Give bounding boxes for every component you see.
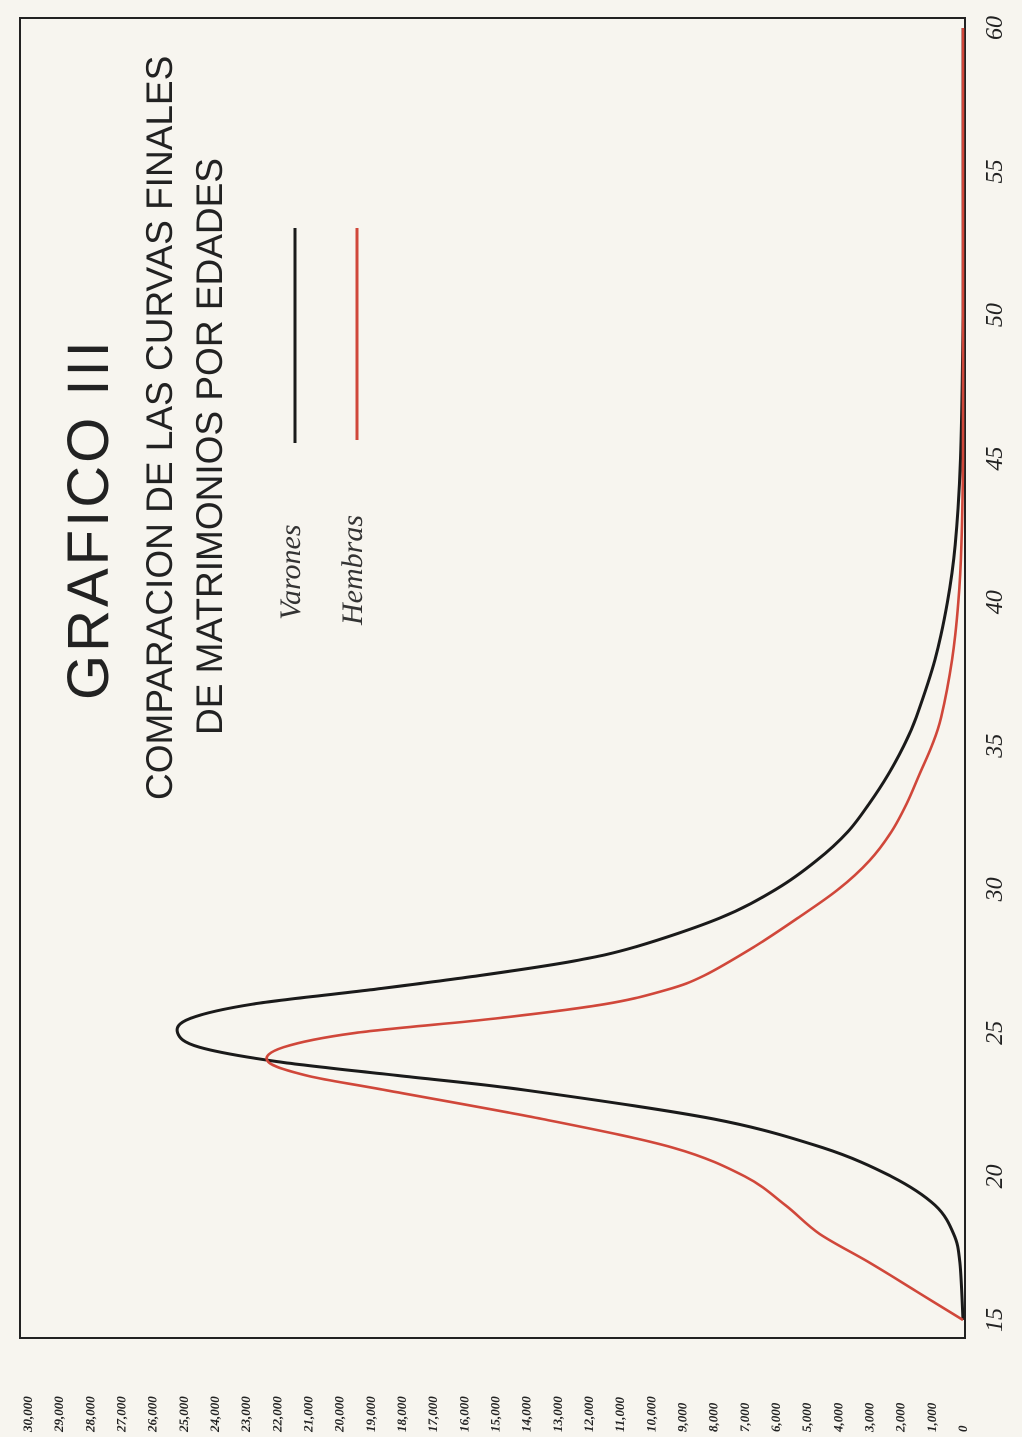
y-tick-label: 2,000	[893, 1402, 908, 1433]
y-tick-label: 16,000	[456, 1396, 471, 1432]
y-tick-label: 13,000	[550, 1396, 565, 1432]
title-block: GRAFICO III	[56, 338, 121, 700]
y-axis-ticks: 0 1,000 2,000 3,000 4,000 5,000 6,000 7,000 8,00…	[20, 1396, 970, 1433]
y-tick-label: 26,000	[145, 1396, 160, 1433]
y-tick-label: 29,000	[51, 1396, 66, 1433]
y-tick-label: 18,000	[394, 1396, 409, 1432]
y-tick-label: 14,000	[519, 1396, 534, 1432]
y-tick-label: 25,000	[176, 1396, 191, 1433]
y-tick-label: 5,000	[799, 1402, 814, 1432]
subtitle-block: COMPARACION DE LAS CURVAS FINALES DE MAT…	[139, 56, 230, 800]
chart-subtitle-line1: COMPARACION DE LAS CURVAS FINALES	[139, 56, 180, 800]
legend-label-varones: Varones	[274, 524, 307, 620]
y-tick-label: 15,000	[488, 1396, 503, 1432]
y-tick-label: 20,000	[332, 1396, 347, 1433]
y-tick-label: 10,000	[643, 1396, 658, 1432]
y-tick-label: 11,000	[612, 1396, 627, 1432]
x-tick-label: 35	[982, 734, 1008, 759]
x-tick-label: 45	[982, 447, 1008, 471]
legend-label-hembras: Hembras	[336, 515, 369, 626]
y-tick-label: 17,000	[425, 1396, 440, 1432]
legend: Varones Hembras	[274, 228, 369, 626]
y-tick-label: 7,000	[737, 1402, 752, 1432]
y-tick-label: 21,000	[301, 1396, 316, 1433]
x-tick-label: 60	[982, 16, 1008, 40]
plot-frame	[19, 17, 966, 1339]
y-tick-label: 0	[955, 1425, 970, 1432]
x-tick-label: 25	[982, 1021, 1008, 1045]
y-tick-label: 23,000	[238, 1396, 253, 1433]
y-tick-label: 6,000	[768, 1402, 783, 1432]
x-tick-label: 55	[982, 160, 1008, 184]
y-tick-label: 12,000	[581, 1396, 596, 1432]
y-tick-label: 22,000	[269, 1396, 284, 1433]
series-line-varones	[175, 28, 965, 1321]
y-tick-label: 19,000	[363, 1396, 378, 1432]
y-tick-label: 8,000	[706, 1402, 721, 1432]
chart-title: GRAFICO III	[56, 338, 121, 700]
y-tick-label: 28,000	[82, 1396, 97, 1433]
series-line-hembras	[265, 28, 965, 1322]
y-tick-label: 27,000	[114, 1396, 129, 1433]
x-tick-label: 20	[982, 1164, 1008, 1188]
y-tick-label: 9,000	[675, 1402, 690, 1432]
x-axis-ticks: 15 20 25 30 35 40 45 50 55 60	[982, 16, 1008, 1332]
x-tick-label: 50	[982, 303, 1008, 327]
x-tick-label: 15	[982, 1308, 1008, 1332]
x-tick-label: 30	[982, 877, 1008, 902]
chart-subtitle-line2: DE MATRIMONIOS POR EDADES	[189, 158, 230, 735]
y-tick-label: 24,000	[207, 1396, 222, 1433]
y-tick-label: 4,000	[830, 1402, 845, 1433]
x-tick-label: 40	[982, 590, 1008, 614]
y-tick-label: 3,000	[862, 1402, 877, 1433]
y-tick-label: 1,000	[924, 1402, 939, 1432]
series-layer	[175, 28, 965, 1322]
y-tick-label: 30,000	[20, 1396, 35, 1433]
